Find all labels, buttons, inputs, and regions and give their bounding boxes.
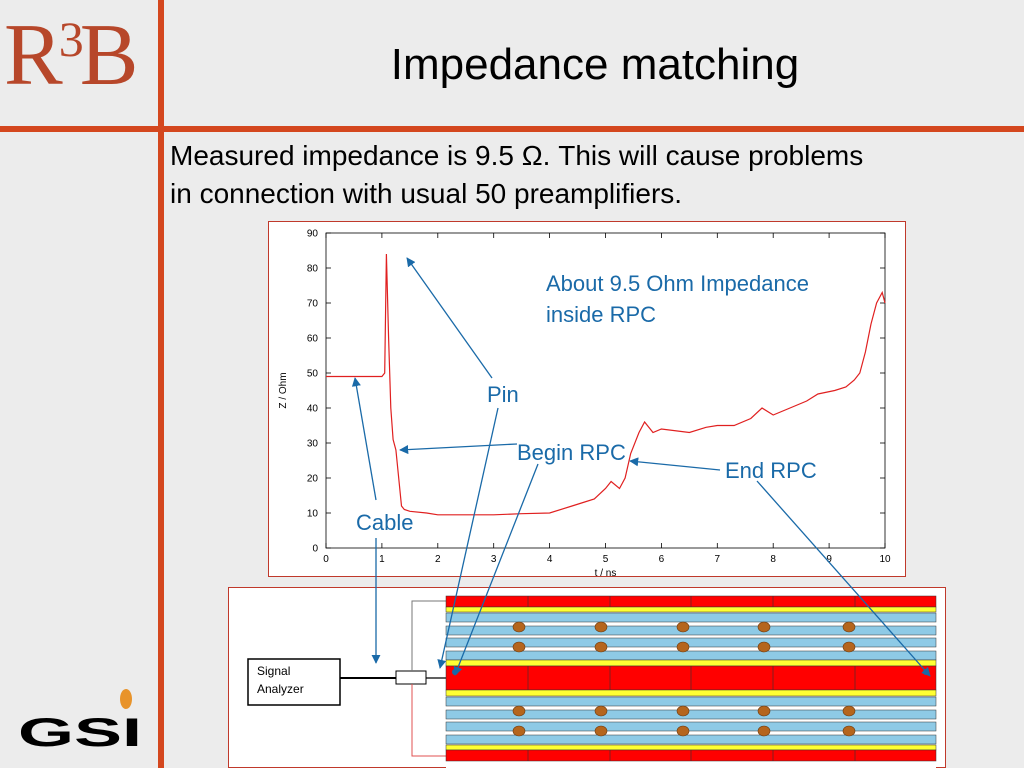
r3b-logo: R3B — [0, 0, 158, 128]
end-rpc-arrow-down — [756, 480, 931, 677]
slide-title: Impedance matching — [390, 40, 800, 89]
cable-arrow — [351, 377, 377, 501]
begin-rpc-arrow — [399, 443, 518, 455]
pin-arrow — [406, 257, 493, 379]
rpc-glass-blue — [445, 612, 937, 623]
begin-rpc-arrow-down — [453, 463, 539, 676]
connector — [395, 670, 427, 685]
end-rpc-arrow — [629, 457, 721, 471]
rpc-stack — [445, 595, 937, 768]
x-tick-label: 5 — [603, 554, 609, 565]
begin-rpc-label: Begin RPC — [517, 440, 626, 465]
x-tick-label: 1 — [379, 554, 385, 565]
rpc-spacer — [676, 641, 690, 653]
rpc-spacer — [842, 621, 856, 633]
rpc-spacer — [676, 621, 690, 633]
y-tick-label: 0 — [312, 544, 318, 555]
signal-analyzer-label-2: Analyzer — [257, 682, 304, 696]
y-tick-label: 20 — [307, 474, 319, 485]
rpc-layer-yellow — [445, 606, 937, 613]
body-line-2: in connection with usual 50 preamplifier… — [170, 178, 683, 209]
r3b-logo-text: R3B — [4, 7, 138, 104]
rpc-spacer — [512, 705, 526, 717]
divider-horizontal — [0, 126, 1024, 132]
rpc-glass-blue — [445, 709, 937, 720]
gsi-logo-dot — [120, 689, 132, 709]
x-tick-label: 10 — [879, 554, 891, 565]
x-tick-label: 4 — [547, 554, 553, 565]
y-tick-label: 60 — [307, 334, 319, 345]
rpc-glass-blue — [445, 734, 937, 745]
y-tick-label: 10 — [307, 509, 319, 520]
rpc-spacer — [676, 705, 690, 717]
rpc-spacer — [676, 725, 690, 737]
rpc-spacer — [842, 725, 856, 737]
rpc-spacer — [594, 725, 608, 737]
slide-body: Measured impedance is 9.5 Ω. This will c… — [170, 137, 1022, 213]
rpc-spacer — [757, 641, 771, 653]
y-tick-label: 70 — [307, 299, 319, 310]
body-line-1: Measured impedance is 9.5 Ω. This will c… — [170, 140, 864, 171]
x-tick-label: 2 — [435, 554, 441, 565]
x-tick-label: 9 — [826, 554, 832, 565]
rpc-spacer — [757, 725, 771, 737]
y-tick-label: 90 — [307, 229, 319, 240]
pin-arrow-down — [437, 407, 499, 669]
rpc-spacer — [594, 641, 608, 653]
rpc-spacer — [512, 725, 526, 737]
rpc-layer-yellow — [445, 689, 937, 697]
y-tick-label: 80 — [307, 264, 319, 275]
y-tick-label: 40 — [307, 404, 319, 415]
gsi-logo: GSI — [18, 689, 142, 750]
rpc-spacer — [594, 705, 608, 717]
x-tick-label: 8 — [770, 554, 776, 565]
rpc-glass-blue — [445, 625, 937, 636]
y-tick-label: 30 — [307, 439, 319, 450]
x-tick-label: 6 — [659, 554, 665, 565]
impedance-chart-panel — [268, 221, 906, 577]
y-tick-label: 50 — [307, 369, 319, 380]
rpc-layer-yellow — [445, 659, 937, 667]
divider-vertical — [158, 0, 164, 768]
rpc-spacer — [512, 641, 526, 653]
rpc-spacer — [757, 705, 771, 717]
signal-analyzer-box — [247, 658, 341, 706]
rpc-spacer — [512, 621, 526, 633]
y-axis-label: Z / Ohm — [278, 372, 289, 408]
wire-top — [411, 600, 446, 671]
annotations: About 9.5 Ohm Impedance inside RPC Pin B… — [351, 257, 931, 677]
impedance-chart: 0 1 2 3 4 5 6 7 8 9 10 0 10 20 30 40 50 60 70 80 90 t / ns Z /… — [278, 229, 891, 580]
rpc-spacer — [594, 621, 608, 633]
x-axis-label: t / ns — [595, 568, 617, 579]
pin-label: Pin — [487, 382, 519, 407]
rpc-glass-blue — [445, 650, 937, 661]
impedance-curve — [326, 253, 886, 516]
signal-analyzer-label-1: Signal — [257, 664, 290, 678]
x-tick-label: 3 — [491, 554, 497, 565]
gsi-logo-text: GSI — [18, 711, 142, 750]
end-rpc-label: End RPC — [725, 458, 817, 483]
impedance-note-line-1: About 9.5 Ohm Impedance — [546, 271, 809, 296]
wire-bottom — [411, 684, 446, 757]
rpc-spacer — [757, 621, 771, 633]
impedance-note-line-2: inside RPC — [546, 302, 656, 327]
rpc-spacer — [842, 705, 856, 717]
rpc-glass-blue — [445, 721, 937, 732]
x-tick-label: 7 — [715, 554, 721, 565]
x-tick-label: 0 — [323, 554, 329, 565]
cable-label: Cable — [356, 510, 413, 535]
rpc-glass-blue — [445, 696, 937, 707]
rpc-spacer — [842, 641, 856, 653]
rpc-diagram: Signal Analyzer — [247, 595, 937, 768]
rpc-layer-yellow — [445, 744, 937, 751]
